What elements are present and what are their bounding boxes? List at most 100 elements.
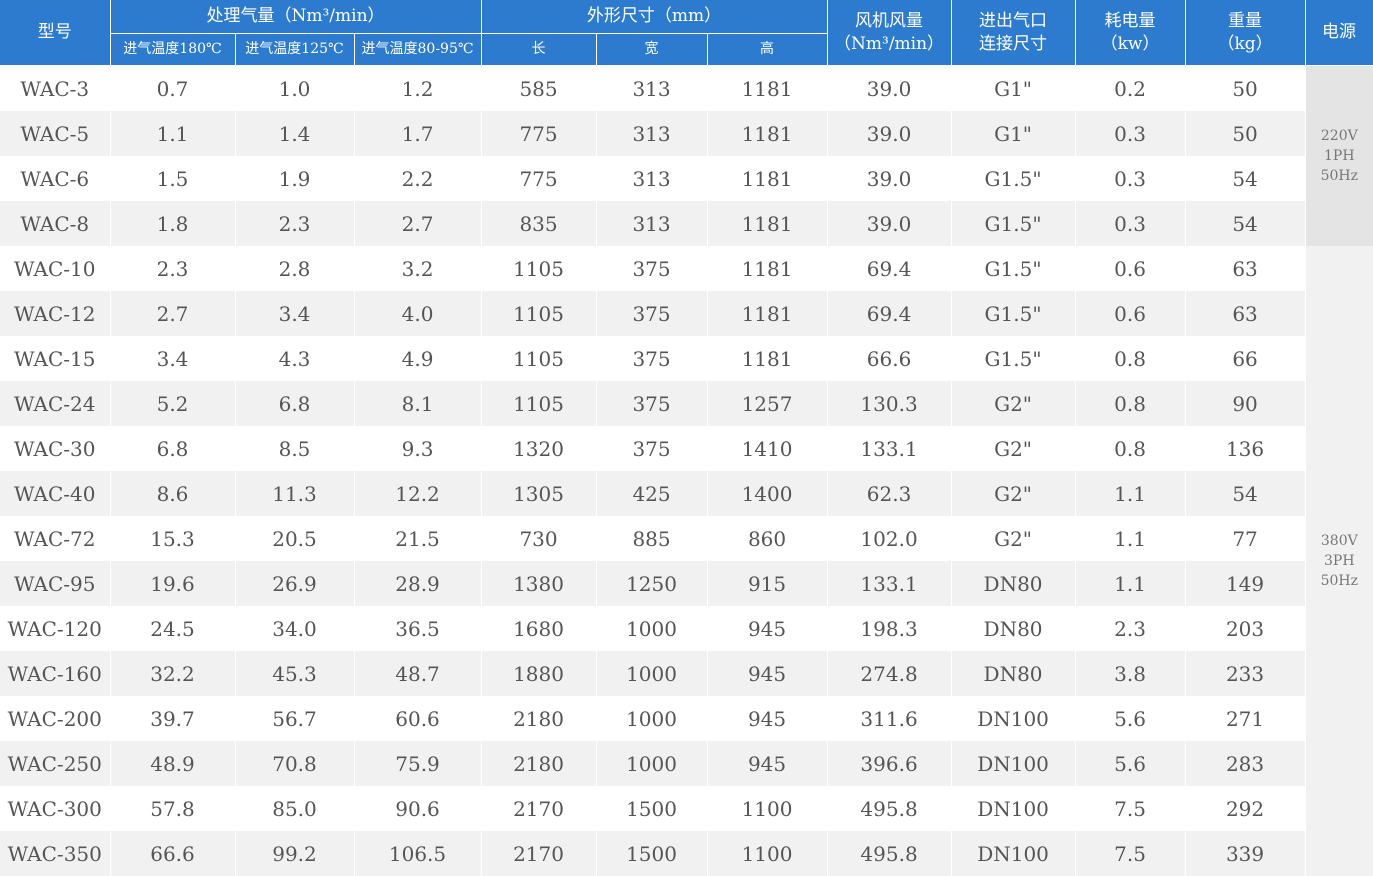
cell-power-use: 5.6 [1075,741,1185,786]
cell-connection: DN100 [951,696,1075,741]
cell-weight: 271 [1185,696,1305,741]
cell-height: 1257 [707,381,827,426]
cell-weight: 54 [1185,471,1305,516]
cell-power-use: 2.3 [1075,606,1185,651]
cell-weight: 339 [1185,831,1305,876]
cell-fan-flow: 69.4 [827,291,951,336]
cell-length: 1880 [481,651,596,696]
cell-capacity-180: 8.6 [110,471,235,516]
header-capacity-group: 处理气量（Nm³/min） [110,0,481,34]
cell-connection: DN100 [951,741,1075,786]
cell-model: WAC-120 [0,606,110,651]
cell-height: 1400 [707,471,827,516]
cell-height: 945 [707,606,827,651]
header-model: 型号 [0,0,110,66]
cell-capacity-80-95: 3.2 [354,246,481,291]
cell-weight: 54 [1185,201,1305,246]
cell-capacity-80-95: 12.2 [354,471,481,516]
cell-height: 1181 [707,201,827,246]
cell-capacity-125: 1.0 [235,66,354,112]
cell-height: 945 [707,696,827,741]
cell-height: 1181 [707,66,827,112]
cell-power-use: 0.3 [1075,156,1185,201]
cell-weight: 66 [1185,336,1305,381]
cell-length: 2170 [481,786,596,831]
cell-height: 1100 [707,786,827,831]
cell-length: 2180 [481,741,596,786]
cell-fan-flow: 311.6 [827,696,951,741]
cell-length: 775 [481,111,596,156]
cell-fan-flow: 39.0 [827,111,951,156]
cell-length: 1680 [481,606,596,651]
cell-width: 375 [596,336,707,381]
cell-height: 1181 [707,246,827,291]
cell-capacity-125: 45.3 [235,651,354,696]
cell-length: 1380 [481,561,596,606]
cell-connection: DN100 [951,786,1075,831]
cell-power-use: 0.8 [1075,336,1185,381]
cell-capacity-180: 3.4 [110,336,235,381]
header-height: 高 [707,34,827,66]
cell-connection: G1.5" [951,156,1075,201]
cell-height: 1181 [707,291,827,336]
cell-model: WAC-24 [0,381,110,426]
cell-fan-flow: 62.3 [827,471,951,516]
cell-length: 730 [481,516,596,561]
header-length: 长 [481,34,596,66]
cell-model: WAC-40 [0,471,110,516]
cell-model: WAC-72 [0,516,110,561]
cell-connection: G2" [951,381,1075,426]
cell-connection: G1.5" [951,246,1075,291]
cell-capacity-180: 24.5 [110,606,235,651]
cell-capacity-180: 1.8 [110,201,235,246]
cell-capacity-80-95: 4.9 [354,336,481,381]
cell-capacity-180: 0.7 [110,66,235,112]
cell-model: WAC-15 [0,336,110,381]
cell-capacity-80-95: 90.6 [354,786,481,831]
cell-model: WAC-160 [0,651,110,696]
cell-power-use: 7.5 [1075,831,1185,876]
cell-fan-flow: 39.0 [827,66,951,112]
cell-capacity-80-95: 2.2 [354,156,481,201]
cell-capacity-180: 2.3 [110,246,235,291]
header-connection: 进出气口连接尺寸 [951,0,1075,66]
cell-power-use: 0.3 [1075,201,1185,246]
header-weight: 重量（kg） [1185,0,1305,66]
cell-width: 1000 [596,651,707,696]
cell-power-use: 5.6 [1075,696,1185,741]
cell-capacity-80-95: 106.5 [354,831,481,876]
cell-weight: 136 [1185,426,1305,471]
cell-capacity-80-95: 48.7 [354,651,481,696]
cell-capacity-125: 70.8 [235,741,354,786]
cell-capacity-180: 19.6 [110,561,235,606]
cell-capacity-80-95: 8.1 [354,381,481,426]
cell-capacity-125: 2.8 [235,246,354,291]
cell-width: 313 [596,156,707,201]
cell-width: 1000 [596,696,707,741]
cell-capacity-125: 11.3 [235,471,354,516]
cell-capacity-80-95: 60.6 [354,696,481,741]
power-supply-line: 380V [1306,531,1373,551]
cell-length: 1105 [481,246,596,291]
cell-capacity-180: 2.7 [110,291,235,336]
cell-capacity-80-95: 75.9 [354,741,481,786]
cell-capacity-180: 32.2 [110,651,235,696]
cell-capacity-80-95: 28.9 [354,561,481,606]
cell-length: 1305 [481,471,596,516]
cell-capacity-180: 6.8 [110,426,235,471]
cell-capacity-125: 34.0 [235,606,354,651]
cell-capacity-80-95: 9.3 [354,426,481,471]
cell-width: 425 [596,471,707,516]
cell-height: 1410 [707,426,827,471]
cell-connection: G1" [951,111,1075,156]
cell-length: 585 [481,66,596,112]
cell-connection: G1.5" [951,201,1075,246]
cell-connection: DN80 [951,561,1075,606]
cell-power-use: 0.6 [1075,291,1185,336]
